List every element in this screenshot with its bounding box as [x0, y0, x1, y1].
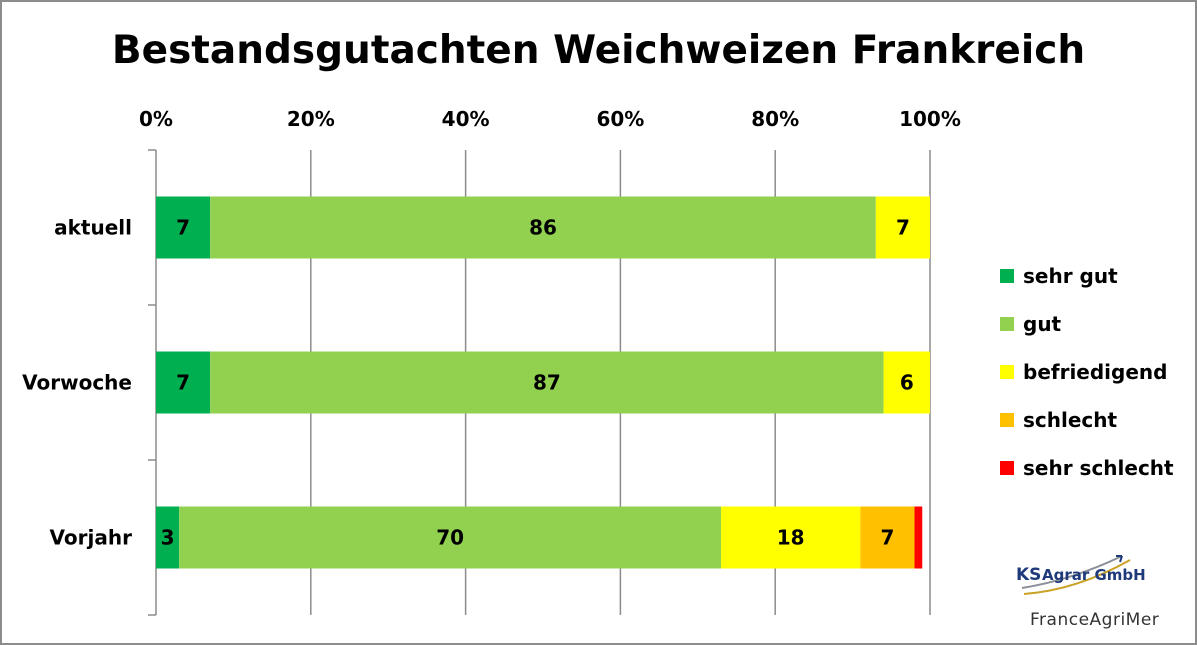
bar-segment — [179, 506, 722, 569]
legend-item: schlecht — [1000, 396, 1174, 444]
x-tick-label: 100% — [899, 107, 961, 131]
legend-swatch — [1000, 365, 1014, 379]
bar-segment — [860, 506, 915, 569]
x-tick-label: 40% — [442, 107, 490, 131]
x-tick-label: 60% — [596, 107, 644, 131]
x-tick-label: 0% — [139, 107, 173, 131]
category-label: aktuell — [54, 216, 132, 240]
data-label: 3 — [161, 526, 175, 550]
legend-swatch — [1000, 413, 1014, 427]
logo-ks-text: KS — [1016, 565, 1042, 585]
bar-segment — [883, 351, 930, 414]
data-label: 86 — [529, 216, 557, 240]
legend-label: sehr gut — [1023, 264, 1118, 288]
legend-label: gut — [1023, 312, 1062, 336]
logo-company-text: Agrar GmbH — [1042, 566, 1146, 584]
ks-agrar-logo-icon — [1021, 555, 1131, 595]
legend-item: gut — [1000, 300, 1174, 348]
legend-item: sehr gut — [1000, 252, 1174, 300]
bar-segment — [210, 196, 876, 259]
legend-label: befriedigend — [1023, 360, 1168, 384]
legend-item: befriedigend — [1000, 348, 1174, 396]
source-label: FranceAgriMer — [1030, 610, 1160, 630]
bar-segment — [875, 196, 930, 259]
chart-legend: sehr gut gut befriedigend schlecht sehr schl… — [1000, 252, 1174, 492]
bar-segment — [914, 506, 923, 569]
data-label: 6 — [900, 371, 914, 395]
x-tick-label: 20% — [287, 107, 335, 131]
legend-swatch — [1000, 461, 1014, 475]
legend-item: sehr schlecht — [1000, 444, 1174, 492]
legend-label: schlecht — [1023, 408, 1118, 432]
category-label: Vorjahr — [50, 526, 133, 550]
data-label: 18 — [777, 526, 805, 550]
data-label: 70 — [436, 526, 464, 550]
legend-swatch — [1000, 317, 1014, 331]
data-label: 7 — [176, 216, 190, 240]
data-label: 87 — [533, 371, 561, 395]
x-tick-label: 80% — [751, 107, 799, 131]
category-label: Vorwoche — [22, 371, 132, 395]
bar-segment — [156, 506, 180, 569]
chart-title: Bestandsgutachten Weichweizen Frankreich — [111, 28, 1086, 73]
data-label: 7 — [880, 526, 894, 550]
bar-segment — [721, 506, 861, 569]
legend-swatch — [1000, 269, 1014, 283]
legend-label: sehr schlecht — [1023, 456, 1174, 480]
bar-segment — [156, 196, 211, 259]
bar-segment — [156, 351, 211, 414]
data-label: 7 — [176, 371, 190, 395]
data-label: 7 — [896, 216, 910, 240]
bar-segment — [210, 351, 884, 414]
